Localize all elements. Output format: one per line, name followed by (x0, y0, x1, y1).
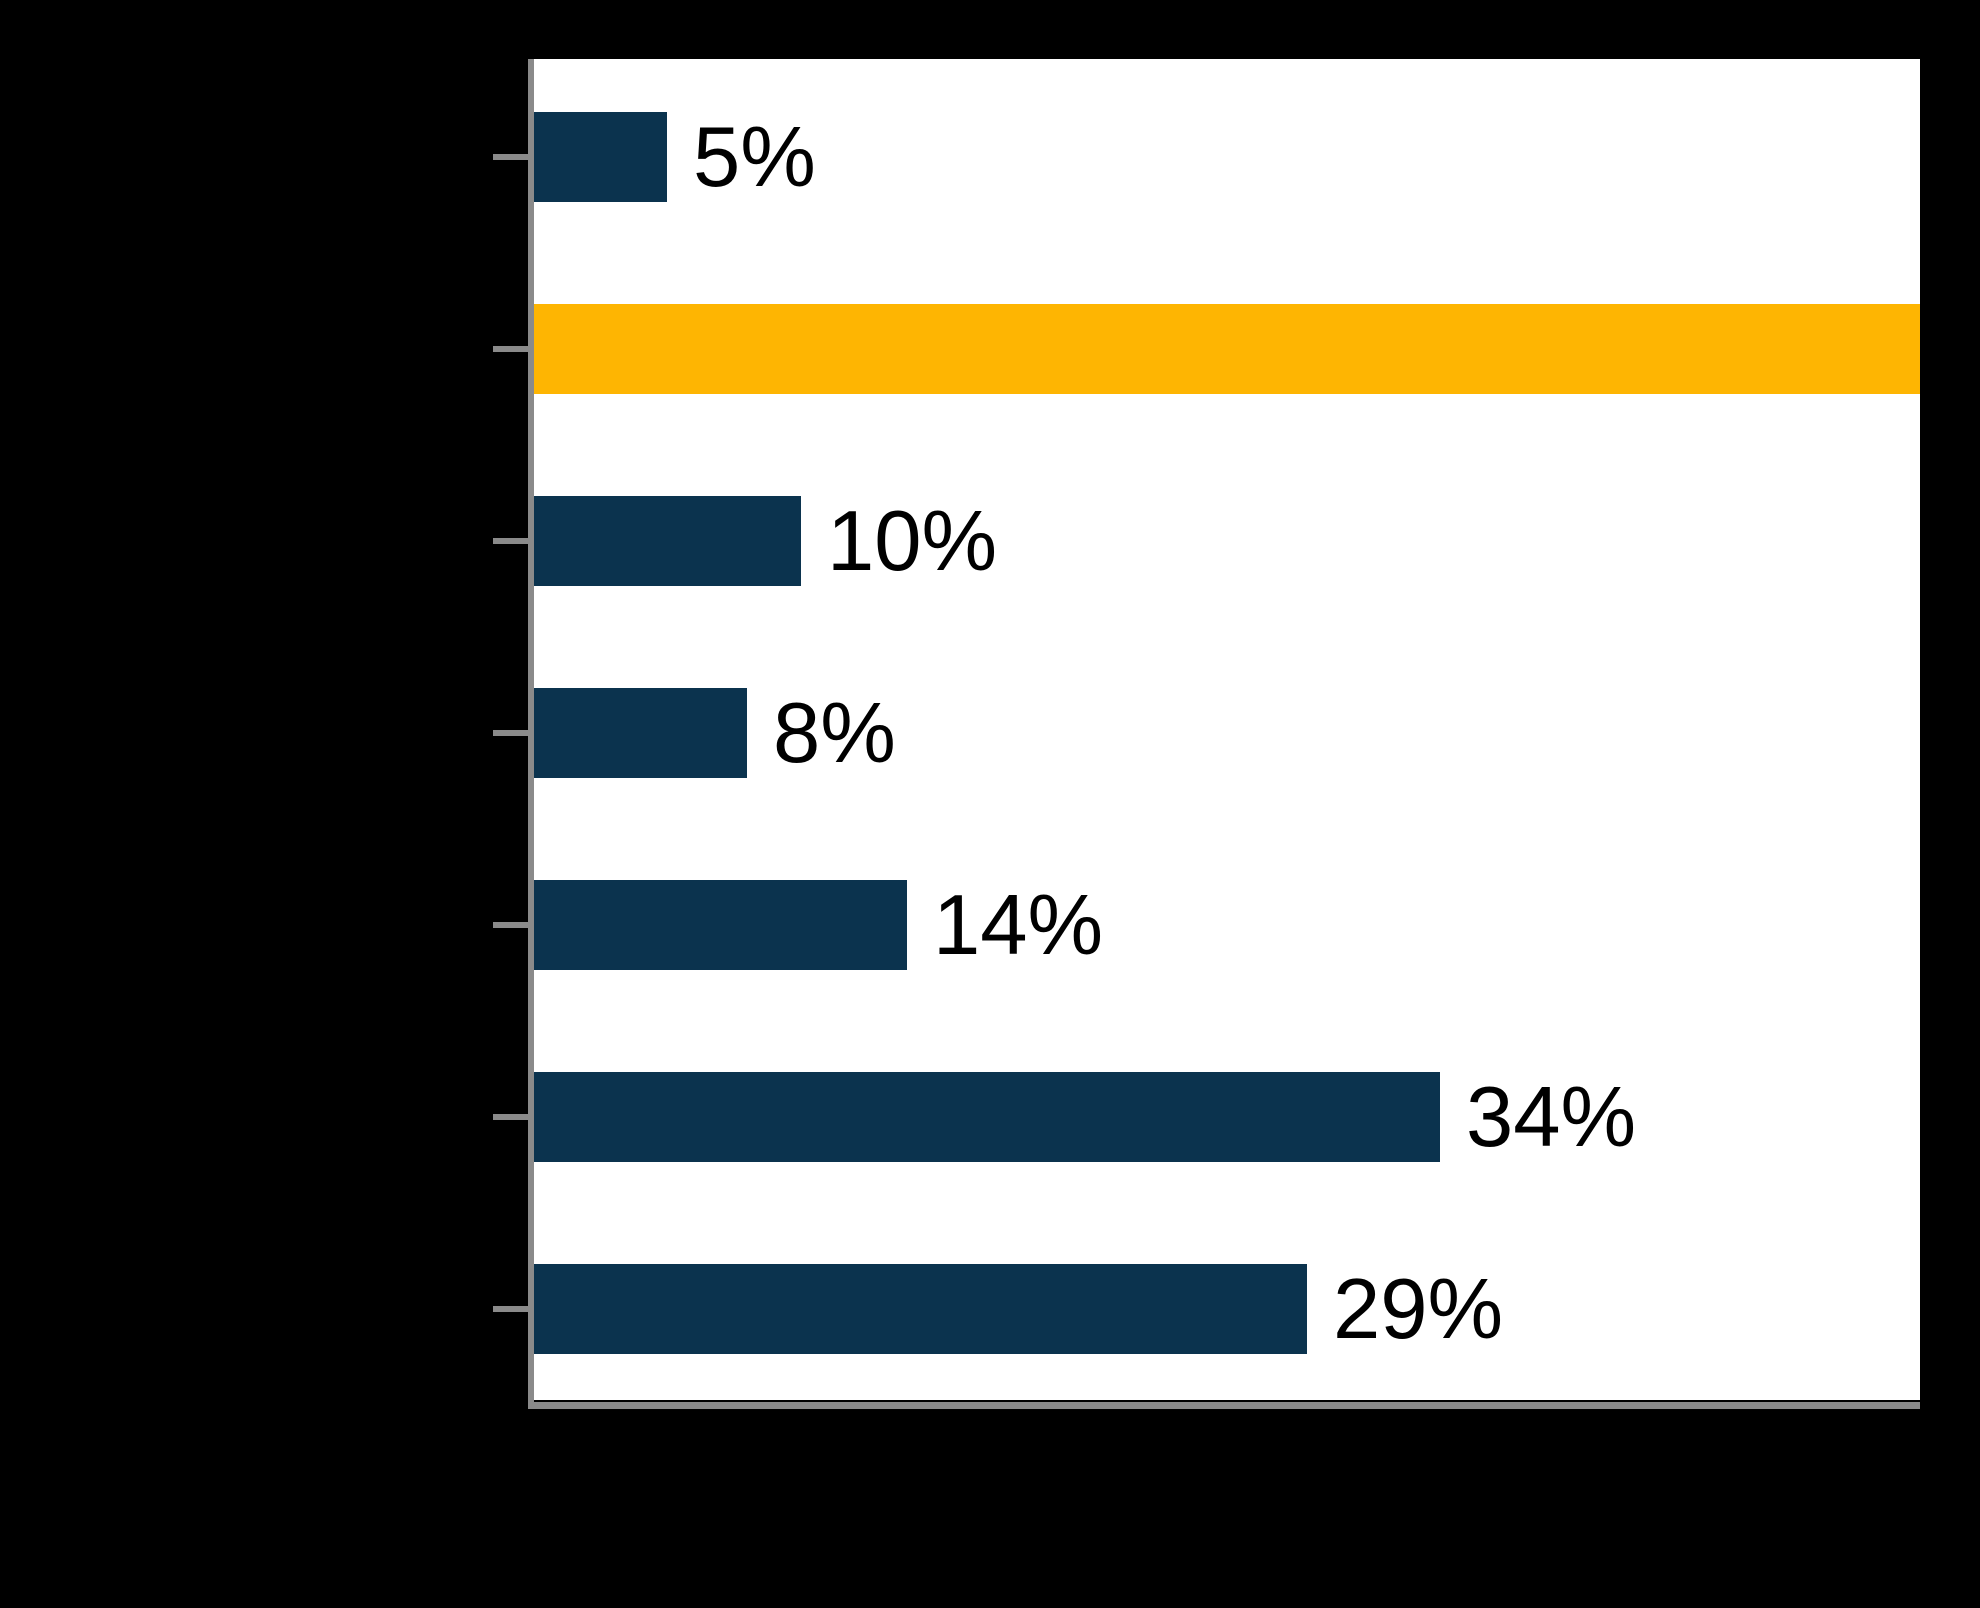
bar (534, 1264, 1307, 1354)
bar-row: 5% (534, 112, 816, 202)
bar-row: 8% (534, 688, 896, 778)
y-axis-tick (493, 1306, 528, 1312)
y-axis-tick (493, 1114, 528, 1120)
bar (534, 688, 747, 778)
y-axis-tick (493, 154, 528, 160)
bar-row: 14% (534, 880, 1103, 970)
bar (534, 496, 801, 586)
y-axis-spine (528, 59, 534, 1409)
bar (534, 880, 907, 970)
bar-value-label: 8% (773, 685, 896, 781)
bar-highlight (534, 304, 1920, 394)
x-axis-spine (528, 1402, 1920, 1409)
bar-row: 34% (534, 1072, 1636, 1162)
y-axis-tick (493, 538, 528, 544)
bar-value-label: 29% (1333, 1261, 1504, 1357)
y-axis-tick (493, 730, 528, 736)
bar-value-label: 14% (933, 877, 1104, 973)
bar-row: 29% (534, 1264, 1503, 1354)
bar-value-label: 34% (1466, 1069, 1637, 1165)
bar-row (534, 304, 1920, 394)
bar-row: 10% (534, 496, 997, 586)
bar (534, 112, 667, 202)
y-axis-tick (493, 922, 528, 928)
bar (534, 1072, 1440, 1162)
bar-value-label: 10% (827, 493, 998, 589)
y-axis-tick (493, 346, 528, 352)
bar-value-label: 5% (693, 109, 816, 205)
plot-area: 5% 10% 8% 14% 34% 29% (534, 59, 1920, 1400)
